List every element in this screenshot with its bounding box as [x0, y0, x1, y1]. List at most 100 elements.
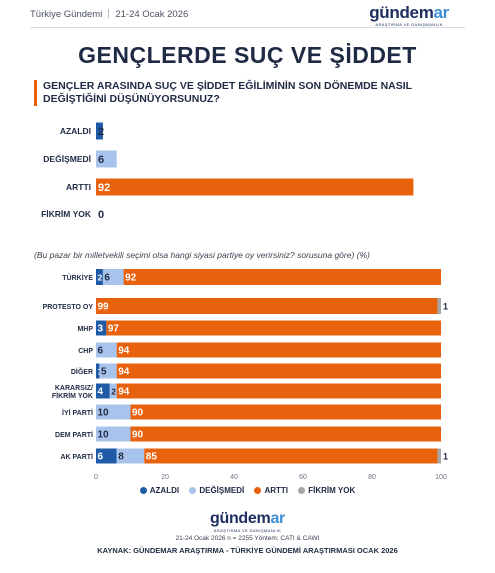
bar-segment-i-yi-parti-de-i-medi	[96, 404, 131, 420]
bar-segment-kararsiz-fi-kri-m-yok-artti	[116, 383, 441, 399]
legend-label-artti: ARTTI	[264, 486, 289, 495]
footer-logo-word-tail: ar	[270, 510, 285, 527]
legend-item-artti: ARTTI	[254, 486, 288, 495]
data-label-mhp-azaldi: 3	[98, 324, 104, 335]
data-label-protesto-oy-artti: 99	[98, 302, 110, 313]
data-label-t-rki-ye-de-i-medi: 6	[104, 273, 110, 284]
data-label-kararsiz-fi-kri-m-yok-artti: 94	[118, 387, 130, 398]
legend-item-fikrim-yok: FİKRİM YOK	[298, 486, 355, 495]
legend-label-azaldi: AZALDI	[149, 486, 180, 495]
category-label-di-er: DİĞER	[71, 367, 93, 376]
bar-segment-ak-parti-fi-kri-m-yok	[437, 448, 441, 464]
bar-segment-chp-de-i-medi	[96, 342, 117, 358]
bar-segment-t-rki-ye-azaldi	[96, 269, 103, 285]
bar-segment-ak-parti-artti	[144, 448, 438, 464]
footer-logo-word-main: gündem	[210, 510, 271, 527]
data-label-t-rki-ye-artti: 92	[125, 273, 137, 284]
category-label-dem-parti: DEM PARTİ	[55, 431, 93, 439]
data-label-di-er-artti: 94	[118, 367, 130, 378]
bar-artti	[96, 178, 414, 196]
logo-word-main: gündem	[369, 3, 434, 22]
bar-segment-kararsiz-fi-kri-m-yok-de-i-medi	[109, 383, 117, 399]
chart-subnote: (Bu pazar bir milletvekili seçimi olsa h…	[34, 250, 370, 260]
bar-segment-t-rki-ye-artti	[123, 269, 441, 285]
bar-segment-chp-artti	[116, 342, 441, 358]
bar-de-i-medi	[96, 150, 117, 168]
data-label-azaldi: 2	[98, 126, 104, 138]
data-label-chp-de-i-medi: 6	[98, 346, 104, 357]
bar-azaldi	[96, 122, 103, 140]
data-label-dem-parti-de-i-medi: 10	[98, 430, 110, 441]
footer-logo: gündemar ARAŞTIRMA VE DANIŞMANLIK	[0, 511, 495, 534]
bar-segment-protesto-oy-fi-kri-m-yok	[437, 298, 441, 314]
legend-swatch-azaldi	[139, 487, 147, 494]
header-meta: Türkiye Gündemi 21-24 Ocak 2026	[30, 9, 188, 20]
bar-segment-di-er-de-i-medi	[99, 363, 117, 379]
category-label-protesto-oy: PROTESTO OY	[43, 304, 94, 311]
bar-segment-di-er-artti	[116, 363, 441, 379]
bar-segment-kararsiz-fi-kri-m-yok-azaldi	[96, 383, 110, 399]
bar-segment-ak-parti-de-i-medi	[116, 448, 145, 464]
footer-logo-subtitle: ARAŞTIRMA VE DANIŞMANLIK	[213, 528, 282, 533]
x-tick-40: 40	[230, 474, 238, 481]
brand-logo: gündemar ARAŞTIRMA VE DANIŞMANLIK	[369, 4, 449, 27]
methodology-note: 21-24 Ocak 2026 n = 2255 Yöntem: CATI & …	[175, 535, 320, 542]
category-label-mhp: MHP	[77, 326, 93, 333]
logo-wordmark: gündemar	[369, 4, 449, 21]
x-tick-60: 60	[299, 474, 307, 481]
data-label-ak-parti-artti: 85	[146, 452, 158, 463]
data-label-i-yi-parti-de-i-medi: 10	[98, 408, 110, 419]
survey-question: GENÇLER ARASINDA SUÇ VE ŞİDDET EĞİLİMİNİ…	[34, 80, 463, 106]
data-label-t-rki-ye-azaldi: 2	[98, 273, 103, 283]
data-label-mhp-artti: 97	[108, 324, 120, 335]
category-label-kararsiz-fi-kri-m-yok-line1: KARARSIZ/	[55, 385, 93, 392]
source-note: KAYNAK: GÜNDEMAR ARAŞTIRMA - TÜRKİYE GÜN…	[97, 546, 398, 555]
data-label-dem-parti-artti: 90	[132, 430, 144, 441]
bar-segment-mhp-azaldi	[96, 320, 107, 336]
category-label-fi-kri-m-yok: FİKRİM YOK	[41, 209, 92, 219]
bar-segment-i-yi-parti-artti	[130, 404, 441, 420]
logo-word-tail: ar	[433, 3, 450, 22]
bar-segment-t-rki-ye-de-i-medi	[102, 269, 124, 285]
header-divider	[30, 27, 465, 28]
page-title: GENÇLERDE SUÇ VE ŞİDDET	[78, 42, 417, 68]
legend-item-azaldi: AZALDI	[139, 486, 180, 495]
data-label-ak-parti-azaldi: 6	[98, 452, 104, 463]
legend-label-fikrim-yok: FİKRİM YOK	[308, 486, 356, 495]
category-label-azaldi: AZALDI	[60, 126, 91, 136]
data-label-de-i-medi: 6	[98, 154, 104, 166]
data-label-ak-parti-de-i-medi: 8	[118, 452, 124, 463]
category-label-i-yi-parti: İYİ PARTİ	[62, 409, 93, 417]
chart-legend: AZALDI DEĞİŞMEDİ ARTTI FİKRİM YOK	[0, 486, 495, 495]
bar-segment-di-er-azaldi	[96, 363, 100, 379]
logo-subtitle: ARAŞTIRMA VE DANIŞMANLIK	[375, 22, 443, 27]
bar-segment-protesto-oy-artti	[96, 298, 438, 314]
bar-segment-ak-parti-azaldi	[96, 448, 117, 464]
header-date: 21-24 Ocak 2026	[115, 9, 189, 20]
footer-logo-wordmark: gündemar	[0, 511, 495, 527]
x-tick-80: 80	[368, 474, 376, 481]
legend-swatch-artti	[254, 487, 262, 494]
x-tick-20: 20	[161, 474, 169, 481]
data-label-ak-parti-fi-kri-m-yok: 1	[443, 452, 448, 462]
x-tick-0: 0	[94, 474, 98, 481]
category-label-chp: CHP	[78, 348, 93, 355]
data-label-kararsiz-fi-kri-m-yok-azaldi: 4	[98, 387, 104, 398]
data-label-chp-artti: 94	[118, 346, 130, 357]
legend-item-degismedi: DEĞİŞMEDİ	[189, 486, 244, 495]
bar-segment-dem-parti-de-i-medi	[96, 426, 131, 442]
legend-swatch-degismedi	[189, 487, 197, 494]
category-label-kararsiz-fi-kri-m-yok-line2: FİKRİM YOK	[52, 392, 93, 400]
bar-segment-dem-parti-artti	[130, 426, 441, 442]
data-label-protesto-oy-fi-kri-m-yok: 1	[443, 302, 448, 312]
data-label-i-yi-parti-artti: 90	[132, 408, 144, 419]
data-label-di-er-de-i-medi: 5	[101, 367, 107, 378]
data-label-kararsiz-fi-kri-m-yok-de-i-medi: 2	[111, 387, 116, 397]
legend-label-degismedi: DEĞİŞMEDİ	[199, 486, 245, 495]
header-source: Türkiye Gündemi	[30, 9, 103, 20]
category-label-ak-parti: AK PARTİ	[60, 453, 93, 461]
category-label-artti: ARTTI	[66, 182, 91, 192]
x-tick-100: 100	[435, 474, 447, 481]
category-label-de-i-medi: DEĞİŞMEDİ	[43, 153, 91, 164]
